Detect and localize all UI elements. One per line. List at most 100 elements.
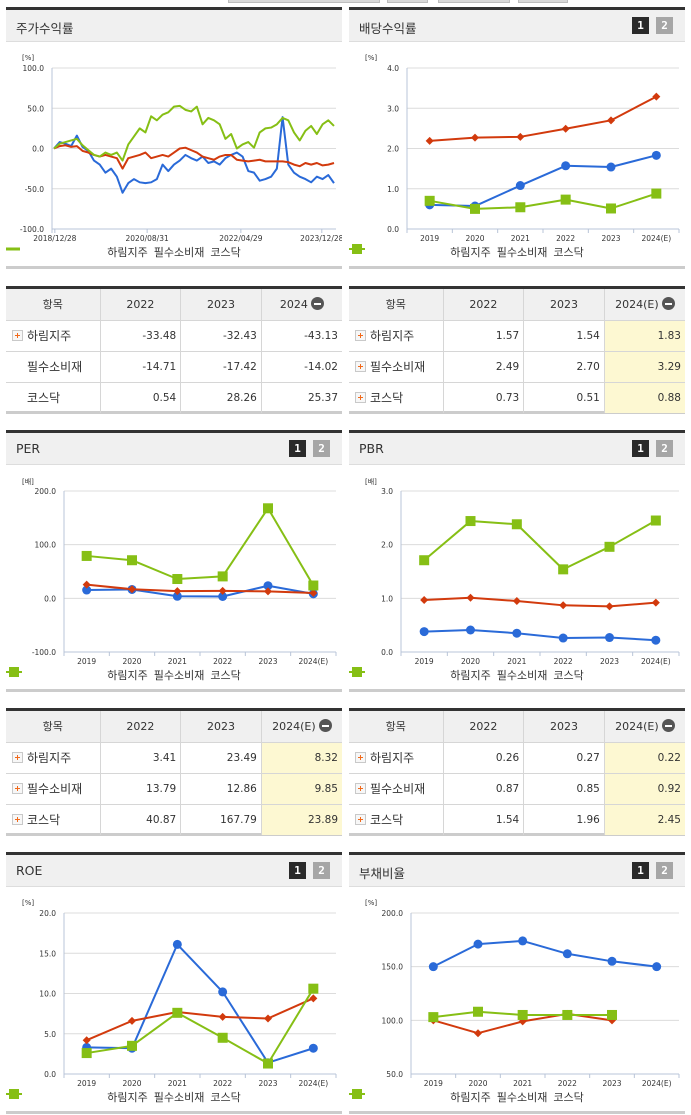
data-point-marker[interactable]	[652, 92, 661, 101]
page-1-button[interactable]: 1	[632, 17, 649, 34]
series-line[interactable]	[86, 584, 314, 598]
data-point-marker[interactable]	[651, 150, 661, 160]
top-tab[interactable]	[228, 0, 380, 3]
data-point-marker[interactable]	[560, 194, 571, 205]
page-2-button[interactable]: 2	[313, 440, 330, 457]
legend-item[interactable]: 필수소비재	[349, 244, 547, 260]
data-point-marker[interactable]	[81, 550, 92, 561]
data-point-marker[interactable]	[127, 555, 137, 566]
data-point-marker[interactable]	[82, 1036, 91, 1045]
data-point-marker[interactable]	[517, 1009, 528, 1020]
legend-item[interactable]: 필수소비재	[349, 667, 547, 683]
legend-item[interactable]: 하림지주	[6, 667, 148, 683]
data-point-marker[interactable]	[651, 188, 662, 199]
data-point-marker[interactable]	[515, 181, 525, 191]
legend-item[interactable]: 필수소비재	[349, 1089, 547, 1105]
series-line[interactable]	[432, 939, 657, 968]
data-point-marker[interactable]	[562, 1009, 573, 1020]
expand-plus-icon[interactable]	[355, 330, 366, 341]
data-point-marker[interactable]	[650, 515, 661, 526]
expand-plus-icon[interactable]	[355, 392, 366, 404]
data-point-marker[interactable]	[512, 628, 522, 638]
expand-plus-icon[interactable]	[355, 783, 366, 794]
series-line[interactable]	[86, 583, 314, 595]
legend-item[interactable]: 필수소비재	[6, 1089, 204, 1105]
series-line[interactable]	[429, 95, 657, 142]
data-point-marker[interactable]	[428, 962, 438, 972]
data-point-marker[interactable]	[466, 625, 475, 635]
data-point-marker[interactable]	[605, 602, 614, 611]
data-point-marker[interactable]	[218, 586, 227, 595]
data-point-marker[interactable]	[127, 1040, 137, 1051]
data-point-marker[interactable]	[606, 203, 616, 214]
series-line[interactable]	[86, 988, 315, 1065]
legend-item[interactable]: 하림지주	[349, 244, 491, 260]
collapse-minus-icon[interactable]	[318, 719, 332, 733]
page-2-button[interactable]: 2	[656, 17, 673, 34]
top-tab[interactable]	[438, 0, 510, 3]
data-point-marker[interactable]	[172, 591, 182, 601]
data-point-marker[interactable]	[562, 949, 572, 959]
data-point-marker[interactable]	[173, 587, 182, 596]
expand-plus-icon[interactable]	[12, 330, 23, 341]
data-point-marker[interactable]	[558, 633, 568, 643]
data-point-marker[interactable]	[607, 116, 615, 125]
data-point-marker[interactable]	[473, 1006, 483, 1017]
data-point-marker[interactable]	[518, 936, 528, 946]
data-point-marker[interactable]	[471, 133, 479, 142]
data-point-marker[interactable]	[264, 1014, 272, 1023]
data-point-marker[interactable]	[172, 939, 182, 949]
data-point-marker[interactable]	[473, 939, 483, 949]
data-point-marker[interactable]	[419, 555, 430, 566]
series-line[interactable]	[86, 997, 314, 1042]
data-point-marker[interactable]	[420, 595, 429, 604]
series-line[interactable]	[53, 104, 335, 162]
expand-plus-icon[interactable]	[355, 752, 366, 763]
legend-item[interactable]: 코스닥	[349, 1089, 584, 1105]
series-line[interactable]	[424, 596, 656, 608]
data-point-marker[interactable]	[263, 581, 273, 591]
legend-item[interactable]: 하림지주	[349, 1089, 491, 1105]
data-point-marker[interactable]	[652, 962, 662, 972]
data-point-marker[interactable]	[604, 541, 615, 552]
data-point-marker[interactable]	[217, 571, 228, 582]
data-point-marker[interactable]	[309, 994, 318, 1003]
expand-plus-icon[interactable]	[12, 814, 23, 826]
data-point-marker[interactable]	[512, 597, 521, 606]
expand-plus-icon[interactable]	[355, 361, 366, 372]
page-2-button[interactable]: 2	[656, 862, 673, 879]
page-1-button[interactable]: 1	[289, 862, 306, 879]
top-tab[interactable]	[518, 0, 568, 3]
data-point-marker[interactable]	[511, 519, 522, 530]
data-point-marker[interactable]	[470, 203, 480, 214]
data-point-marker[interactable]	[428, 1012, 439, 1023]
collapse-minus-icon[interactable]	[661, 719, 675, 733]
legend-item[interactable]: 코스닥	[349, 244, 584, 260]
data-point-marker[interactable]	[264, 587, 272, 596]
data-point-marker[interactable]	[606, 162, 616, 172]
data-point-marker[interactable]	[607, 1009, 617, 1020]
data-point-marker[interactable]	[172, 574, 183, 585]
data-point-marker[interactable]	[651, 635, 661, 645]
data-point-marker[interactable]	[419, 627, 429, 637]
series-line[interactable]	[423, 519, 657, 571]
data-point-marker[interactable]	[308, 983, 319, 994]
data-point-marker[interactable]	[474, 1029, 482, 1038]
legend-item[interactable]: 코스닥	[6, 244, 241, 260]
data-point-marker[interactable]	[81, 1048, 92, 1059]
data-point-marker[interactable]	[424, 195, 435, 206]
series-line[interactable]	[86, 943, 314, 1064]
data-point-marker[interactable]	[561, 124, 570, 133]
legend-item[interactable]: 하림지주	[6, 244, 148, 260]
legend-item[interactable]: 하림지주	[6, 1089, 148, 1105]
legend-item[interactable]: 하림지주	[349, 667, 491, 683]
collapse-minus-icon[interactable]	[661, 297, 675, 311]
data-point-marker[interactable]	[263, 503, 273, 514]
data-point-marker[interactable]	[218, 987, 228, 997]
expand-plus-icon[interactable]	[12, 752, 23, 763]
expand-plus-icon[interactable]	[12, 783, 23, 794]
data-point-marker[interactable]	[308, 1043, 318, 1053]
collapse-minus-icon[interactable]	[310, 297, 324, 311]
data-point-marker[interactable]	[425, 136, 434, 145]
data-point-marker[interactable]	[465, 516, 476, 527]
